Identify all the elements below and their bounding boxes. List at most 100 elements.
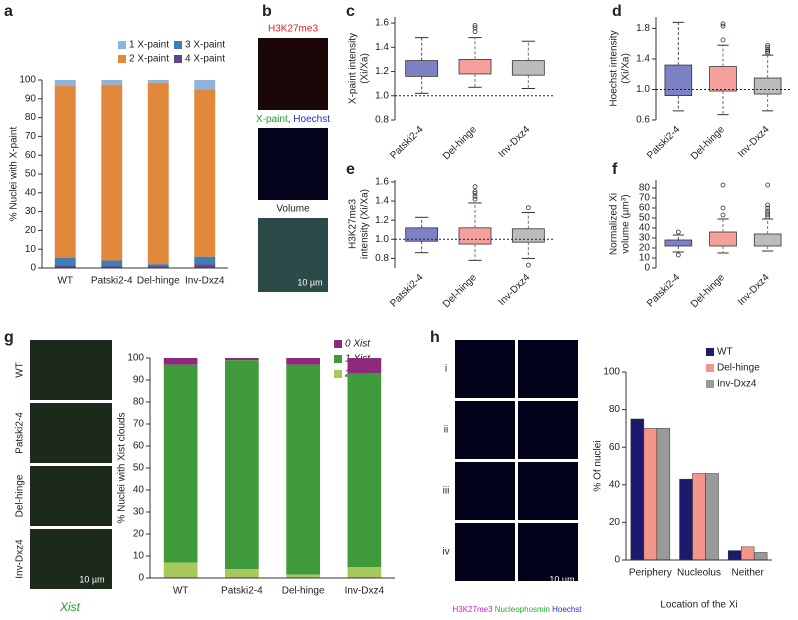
x-tick-label: Inv-Dxz4 bbox=[497, 272, 533, 308]
outlier bbox=[525, 262, 531, 268]
image-row-label: iii bbox=[443, 486, 450, 497]
y-axis-label: % Nuclei with Xist clouds bbox=[117, 412, 128, 523]
y-tick-label: 70 bbox=[133, 419, 145, 430]
x-tick-label: Patski2-4 bbox=[91, 276, 133, 287]
y-tick-label: 0.6 bbox=[636, 115, 650, 126]
bar-segment bbox=[347, 567, 382, 578]
y-tick-label: 80 bbox=[639, 183, 651, 194]
micrograph bbox=[258, 38, 328, 110]
y-tick-label: 40 bbox=[133, 485, 145, 496]
y-tick-label: 20 bbox=[639, 243, 651, 254]
legend-swatch bbox=[118, 55, 126, 63]
scale-label: 10 µm bbox=[549, 574, 574, 584]
x-tick-label: Patski2-4 bbox=[645, 124, 683, 162]
image-caption: Xist bbox=[59, 600, 81, 614]
y-axis-label: (Xi/Xa) bbox=[360, 53, 371, 84]
x-tick-label: Patski2-4 bbox=[645, 272, 683, 310]
legend-label: 1 X-paint bbox=[129, 40, 169, 51]
micrograph bbox=[518, 401, 578, 459]
legend-swatch bbox=[174, 55, 182, 63]
bar-segment bbox=[147, 264, 169, 267]
micrograph bbox=[30, 403, 112, 463]
bar-segment bbox=[101, 80, 123, 85]
y-tick-label: 90 bbox=[25, 93, 37, 104]
legend-swatch bbox=[118, 41, 126, 49]
bar bbox=[727, 550, 742, 561]
x-tick-label: Patski2-4 bbox=[388, 124, 426, 162]
micrograph bbox=[518, 340, 578, 398]
outlier bbox=[472, 196, 478, 202]
y-tick-label: 50 bbox=[639, 213, 651, 224]
outlier bbox=[525, 205, 531, 211]
bar bbox=[643, 428, 658, 561]
bar-segment bbox=[163, 562, 198, 578]
y-tick-label: 20 bbox=[25, 225, 37, 236]
panel-letter: g bbox=[4, 329, 14, 346]
micrograph bbox=[455, 523, 515, 581]
bar-segment bbox=[54, 80, 76, 86]
bar-segment bbox=[101, 260, 123, 267]
bar bbox=[656, 428, 671, 561]
x-tick-label: Patski2-4 bbox=[388, 272, 426, 310]
image-row-label: Del-hinge bbox=[15, 474, 26, 517]
box bbox=[405, 60, 439, 77]
y-tick-label: 1.4 bbox=[375, 42, 389, 53]
y-tick-label: 60 bbox=[609, 442, 621, 453]
panel-letter: c bbox=[346, 3, 355, 20]
micrograph bbox=[258, 128, 328, 200]
y-tick-label: 50 bbox=[133, 463, 145, 474]
x-tick-label: Del-hinge bbox=[282, 586, 325, 597]
image-row-label: WT bbox=[15, 362, 26, 378]
outlier bbox=[765, 212, 771, 218]
box bbox=[664, 239, 693, 247]
micrograph bbox=[455, 401, 515, 459]
x-tick-label: Inv-Dxz4 bbox=[736, 272, 772, 308]
micrograph bbox=[30, 529, 112, 589]
legend-swatch bbox=[334, 370, 342, 378]
bar-segment bbox=[54, 85, 76, 258]
y-tick-label: 50 bbox=[25, 169, 37, 180]
bar-segment bbox=[101, 84, 123, 261]
outlier bbox=[720, 182, 726, 188]
box bbox=[709, 66, 737, 92]
bar-segment bbox=[286, 364, 320, 575]
image-row-label: iv bbox=[442, 547, 449, 558]
x-tick-label: Periphery bbox=[629, 568, 672, 579]
caption-part: X-paint bbox=[256, 114, 288, 125]
y-tick-label: 10 bbox=[639, 253, 651, 264]
image-row-label: Inv-Dxz4 bbox=[15, 539, 26, 579]
bar-segment bbox=[194, 256, 216, 265]
image-caption: Volume bbox=[276, 204, 310, 215]
box bbox=[664, 64, 693, 96]
bar bbox=[679, 478, 693, 561]
legend-swatch bbox=[706, 364, 714, 372]
x-tick-label: Neither bbox=[732, 568, 765, 579]
bar-segment bbox=[194, 264, 216, 268]
bar bbox=[705, 473, 719, 561]
x-tick-label: Inv-Dxz4 bbox=[345, 586, 385, 597]
x-tick-label: Inv-Dxz4 bbox=[497, 124, 533, 160]
x-tick-label: Del-hinge bbox=[689, 124, 727, 162]
y-tick-label: 30 bbox=[25, 206, 37, 217]
outlier bbox=[675, 252, 681, 258]
legend-swatch bbox=[174, 41, 182, 49]
bar bbox=[630, 418, 645, 561]
outlier bbox=[472, 193, 478, 199]
outlier bbox=[675, 229, 681, 235]
box bbox=[753, 233, 782, 247]
y-tick-label: 1.0 bbox=[636, 84, 650, 95]
outlier bbox=[720, 37, 726, 43]
y-tick-label: 20 bbox=[133, 529, 145, 540]
y-tick-label: 1.4 bbox=[375, 196, 389, 207]
panel-letter: h bbox=[430, 329, 440, 346]
panel-letter: f bbox=[612, 161, 618, 178]
caption-part: , bbox=[288, 114, 291, 125]
image-row-label: i bbox=[445, 364, 447, 375]
scale-label: 10 µm bbox=[79, 574, 104, 584]
y-tick-label: 70 bbox=[639, 193, 651, 204]
bar-segment bbox=[225, 569, 259, 578]
stain: Hoechst bbox=[552, 605, 582, 614]
outlier bbox=[765, 48, 771, 54]
bar bbox=[692, 473, 706, 561]
bar-segment bbox=[347, 373, 382, 567]
